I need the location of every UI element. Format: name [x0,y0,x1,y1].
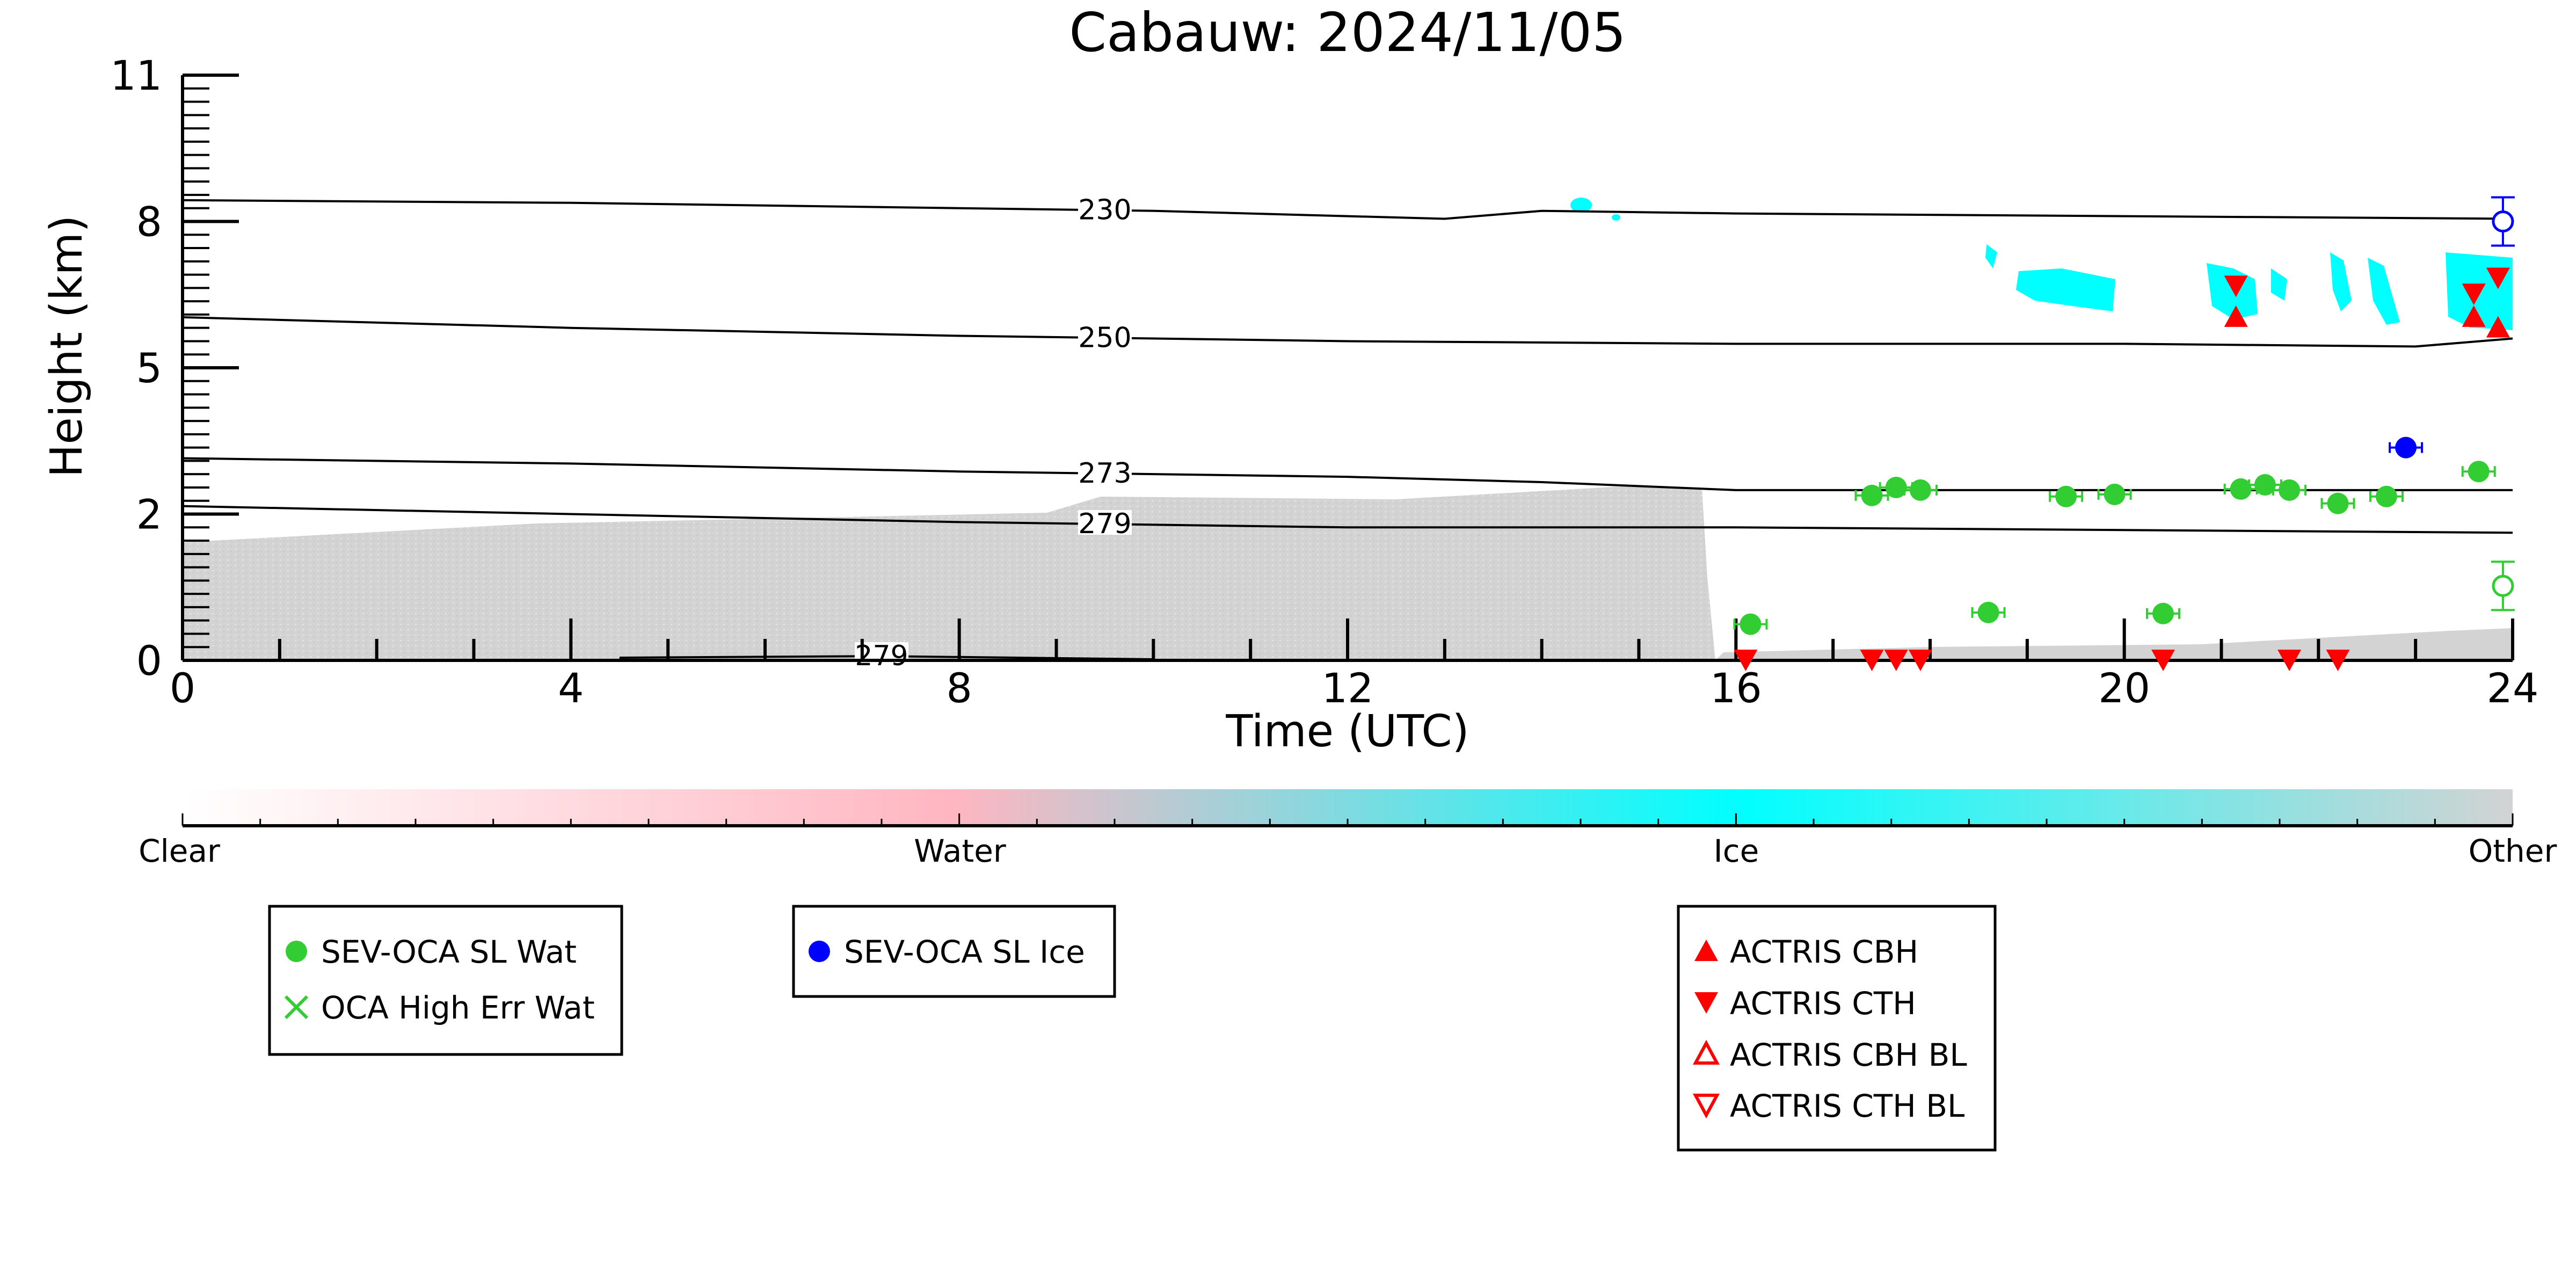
contour-label-bg-2 [1078,459,1132,484]
contour-label-bg-1 [1078,324,1132,349]
x-tick-label: 0 [170,664,195,712]
sev-oca-sl-wat-point [2104,483,2126,505]
actris-cth-point [2486,267,2510,289]
other-region [183,486,1715,660]
contour-label-1: 250 [1078,322,1131,354]
legend-marker-cbh-bl [1692,1039,1720,1065]
sev-oca-sl-wat-point [2254,474,2276,496]
y-axis-label: Height (km) [41,215,92,477]
x-tick-label: 16 [1710,664,1762,712]
x-axis-label: Time (UTC) [1225,706,1469,757]
actris-cth-point [1860,650,1884,672]
extra-marker-0 [2492,210,2514,232]
legend-box [792,905,1116,998]
sev-oca-sl-wat-point [1861,484,1883,506]
contour-label-0: 230 [1078,194,1131,226]
sev-oca-sl-wat-point [2468,461,2490,483]
legend-ice: SEV-OCA SL Ice [792,905,1116,998]
cloud-fields [183,198,2513,660]
y-tick-label: 5 [136,344,162,392]
contour-label-bg-0 [1078,196,1132,221]
actris-cbh-point [2462,305,2486,327]
actris-cth-point [2151,650,2175,672]
legend-box [268,905,623,1056]
actris-cth-point [2224,275,2248,297]
x-tick-label: 8 [946,664,972,712]
legend-entry-cth-bl: ACTRIS CTH BL [1730,1088,1964,1124]
sev-oca-sl-wat-point [2279,479,2301,501]
contour-label-3: 279 [1078,508,1131,540]
actris-cth-point [2462,283,2486,305]
contour-label-bg-3 [1078,510,1132,535]
sev-oca-sl-wat-point [2230,478,2252,500]
legend-entry-sev-oca-ice: SEV-OCA SL Ice [844,934,1085,970]
legend-entry-cbh-bl: ACTRIS CBH BL [1730,1037,1967,1073]
legend-marker-cth [1694,992,1718,1014]
colorbar: Clear Water Ice Other [139,789,2557,869]
colorbar-label-water: Water [914,833,1006,869]
contour-line-0 [182,199,2513,220]
sev-oca-sl-wat-point [1977,601,1999,623]
colorbar-label-ice: Ice [1714,833,1759,869]
legend-actris: ACTRIS CBH ACTRIS CTH ACTRIS CBH BL ACTR… [1677,905,1997,1152]
legend-marker-cth-bl [1692,1094,1720,1119]
legend-box [1677,905,1997,1152]
legend-entry-cbh: ACTRIS CBH [1730,934,1918,970]
y-tick-label: 0 [136,637,162,685]
other-region-right [1715,628,2513,660]
actris-cth-point [2277,650,2302,672]
actris-cth-point [1908,650,1932,672]
actris-cth-point [1734,650,1758,672]
legend-water: SEV-OCA SL Wat OCA High Err Wat [268,905,623,1056]
contour-line-2 [182,457,2513,491]
sev-oca-sl-wat-point [2055,485,2077,507]
x-tick-label: 24 [2487,664,2539,712]
sev-oca-sl-wat-point [1909,479,1931,501]
legend-marker-sev-oca-ice [809,941,830,962]
extra-marker-1 [2492,574,2514,597]
legend-marker-cbh [1694,940,1718,961]
legend-entry-sev-oca-wat: SEV-OCA SL Wat [321,934,577,970]
y-tick-label: 2 [136,491,162,539]
contour-line-1 [182,316,2513,348]
legend-marker-oca-high-err [284,995,309,1020]
sev-oca-sl-wat-point [2327,492,2349,514]
sev-oca-sl-ice-point [2395,436,2417,459]
colorbar-label-clear: Clear [139,833,220,869]
actris-cth-point [1884,650,1908,672]
actris-cth-point [2326,650,2350,672]
colorbar-label-other: Other [2469,833,2557,869]
x-tick-label: 20 [2098,664,2150,712]
contour-label-2: 273 [1078,457,1131,490]
sev-oca-sl-wat-point [2152,602,2174,624]
legend-marker-sev-oca-wat [286,941,307,962]
chart-title: Cabauw: 2024/11/05 [1069,1,1626,64]
contour-line-3 [182,505,2513,534]
y-tick-label: 11 [110,52,162,99]
actris-cbh-point [2486,316,2510,338]
legend-entry-oca-high-err: OCA High Err Wat [321,989,595,1026]
sev-oca-sl-wat-point [1740,613,1762,635]
x-tick-label: 4 [558,664,584,712]
contour-label-4: 279 [855,640,908,672]
x-tick-label: 12 [1322,664,1374,712]
y-tick-label: 8 [136,198,162,246]
sev-oca-sl-wat-point [2375,485,2397,507]
actris-cbh-point [2224,305,2248,327]
legend-entry-cth: ACTRIS CTH [1730,985,1916,1022]
sev-oca-sl-wat-point [1885,476,1907,498]
